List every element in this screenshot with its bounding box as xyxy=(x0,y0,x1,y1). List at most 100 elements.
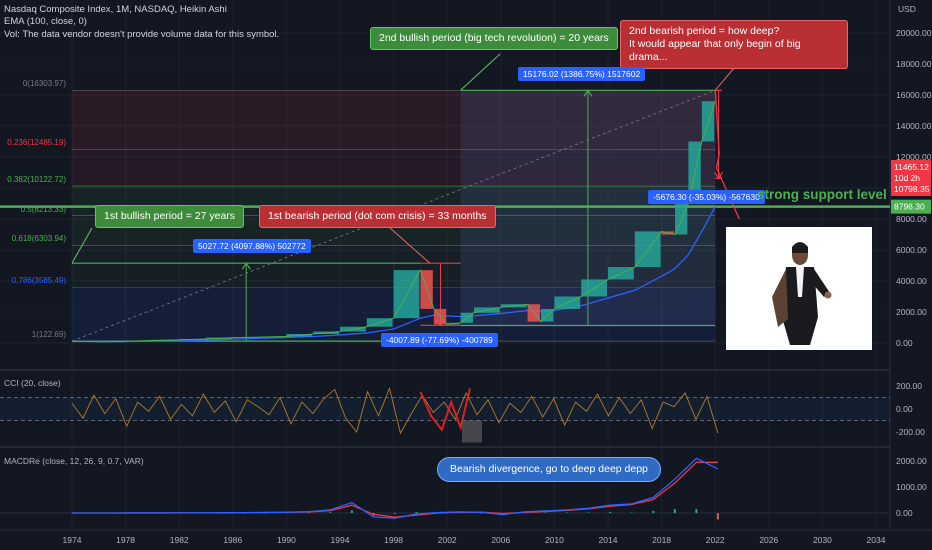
price-tick: 0.00 xyxy=(896,338,913,348)
time-tick: 1998 xyxy=(384,535,403,545)
symbol-title[interactable]: Nasdaq Composite Index, 1M, NASDAQ, Heik… xyxy=(4,4,227,15)
time-tick: 2010 xyxy=(545,535,564,545)
callout-2nd-bullish[interactable]: 2nd bullish period (big tech revolution)… xyxy=(370,27,618,50)
callout-pointer xyxy=(389,227,431,264)
price-line xyxy=(71,101,716,343)
measure-label-1st-bearish[interactable]: -4007.89 (-77.69%) -400789 xyxy=(381,333,498,347)
time-tick: 1978 xyxy=(116,535,135,545)
currency-label: USD xyxy=(898,4,916,14)
fib-label: 0.618(6303.94) xyxy=(11,234,66,244)
callout-1st-bearish[interactable]: 1st bearish period (dot com crisis) = 33… xyxy=(259,205,496,228)
macd-tick: 0.00 xyxy=(896,508,913,518)
support-price-box xyxy=(891,199,931,214)
macd-histogram-bar xyxy=(480,513,483,514)
time-tick: 2006 xyxy=(491,535,510,545)
price-tick: 12000.00 xyxy=(896,152,932,162)
price-tick: 2000.00 xyxy=(896,307,927,317)
last-price-text: 10d 2h xyxy=(894,173,920,183)
callout-bearish-divergence[interactable]: Bearish divergence, go to deep deep depp xyxy=(437,457,661,482)
macd-histogram-bar xyxy=(587,512,590,513)
cci-title: CCI (20, close) xyxy=(4,378,61,388)
fib-label: 0.786(3585.49) xyxy=(11,276,66,286)
cci-tick: 0.00 xyxy=(896,404,913,414)
macd-title: MACDRe (close, 12, 26, 9, 0.7, VAR) xyxy=(4,456,144,466)
time-tick: 2026 xyxy=(759,535,778,545)
price-tick: 6000.00 xyxy=(896,245,927,255)
macd-histogram-bar xyxy=(673,509,676,513)
macd-tick: 2000.00 xyxy=(896,456,927,466)
macd-histogram-bar xyxy=(415,511,418,513)
fib-label: 0.236(12485.19) xyxy=(7,138,66,148)
macd-histogram-bar xyxy=(286,512,289,514)
macd-histogram-bar xyxy=(393,513,396,515)
cci-highlight-box xyxy=(461,420,482,443)
callout-2nd-bearish[interactable]: 2nd bearish period = how deep? It would … xyxy=(620,20,848,69)
measure-label-2nd-bearish[interactable]: -5676.30 (-35.03%) -567630 xyxy=(648,190,765,204)
cci-tick: 200.00 xyxy=(896,381,922,391)
time-tick: 2018 xyxy=(652,535,671,545)
price-axis[interactable]: USD0.002000.004000.006000.008000.0010000… xyxy=(891,4,932,348)
time-tick: 2030 xyxy=(813,535,832,545)
last-price-text: 10798.35 xyxy=(894,184,930,194)
fib-label: 0.5(8213.33) xyxy=(20,204,66,214)
cci-pane: CCI (20, close) -200.00 0.00 200.00 xyxy=(0,378,925,443)
time-tick: 1986 xyxy=(223,535,242,545)
last-price-box xyxy=(891,160,931,196)
ema-legend[interactable]: EMA (100, close, 0) xyxy=(4,16,87,27)
callout-1st-bullish[interactable]: 1st bullish period = 27 years xyxy=(95,205,245,228)
measure-label-2nd-bullish[interactable]: 15176.02 (1386.75%) 1517602 xyxy=(518,67,646,81)
time-tick: 2002 xyxy=(438,535,457,545)
support-price-text: 8796.30 xyxy=(894,202,925,212)
trend-line xyxy=(71,89,716,342)
macd-pane: MACDRe (close, 12, 26, 9, 0.7, VAR) 0.00 1… xyxy=(0,456,927,520)
macd-histogram-bar xyxy=(652,510,655,513)
measure-arrowhead xyxy=(583,89,593,97)
measure-arrowhead xyxy=(241,262,251,270)
callout-pointer xyxy=(460,53,501,91)
macd-histogram-bar xyxy=(609,511,612,513)
time-tick: 1974 xyxy=(63,535,82,545)
measure-label-1st-bullish[interactable]: 5027.72 (4097.88%) 502772 xyxy=(193,239,311,253)
time-axis[interactable]: 1974 1978 1982 1986 1990 1994 1998 2002 2006 2010… xyxy=(0,529,932,545)
macd-tick: 1000.00 xyxy=(896,482,927,492)
cci-band xyxy=(0,397,890,421)
macd-histogram-bar xyxy=(544,512,547,513)
callout-2nd-bearish-line2: It would appear that only begin of big d… xyxy=(629,38,801,63)
price-series xyxy=(71,101,716,343)
fib-zone xyxy=(72,90,716,150)
fib-label: 0(16303.97) xyxy=(22,79,66,89)
macd-histogram-bar xyxy=(329,512,332,513)
macd-histogram-bar xyxy=(350,510,353,513)
time-tick: 2014 xyxy=(599,535,618,545)
time-tick: 2022 xyxy=(706,535,725,545)
fib-label: 0.382(10122.72) xyxy=(7,175,66,185)
macd-histogram-bar xyxy=(307,512,310,514)
fib-zone xyxy=(72,149,716,187)
last-price-text: 11465.12 xyxy=(894,162,929,172)
support-level-label: strong support level xyxy=(757,186,887,202)
time-tick: 1990 xyxy=(277,535,296,545)
measure-arrowhead xyxy=(714,171,724,180)
cci-line xyxy=(71,386,719,435)
person-photo xyxy=(726,227,872,350)
macd-histogram-bar xyxy=(458,512,461,514)
cci-tick: -200.00 xyxy=(896,427,925,437)
time-tick: 1994 xyxy=(331,535,350,545)
macd-histogram-bar xyxy=(264,512,267,514)
price-tick: 20000.00 xyxy=(896,28,932,38)
price-tick: 4000.00 xyxy=(896,276,927,286)
time-tick: 1982 xyxy=(170,535,189,545)
time-tick: 2034 xyxy=(867,535,886,545)
fib-label: 1(122.69) xyxy=(31,330,66,340)
macd-histogram-bar xyxy=(716,513,719,520)
macd-histogram-bar xyxy=(630,512,633,513)
macd-histogram-bar xyxy=(566,512,569,513)
macd-histogram-bar xyxy=(695,509,698,513)
macd-line xyxy=(72,457,719,519)
price-tick: 16000.00 xyxy=(896,90,932,100)
price-tick: 8000.00 xyxy=(896,214,927,224)
price-tick: 18000.00 xyxy=(896,59,932,69)
callout-2nd-bearish-line1: 2nd bearish period = how deep? xyxy=(629,25,780,37)
price-tick: 14000.00 xyxy=(896,121,932,131)
person-illustration xyxy=(772,242,832,345)
